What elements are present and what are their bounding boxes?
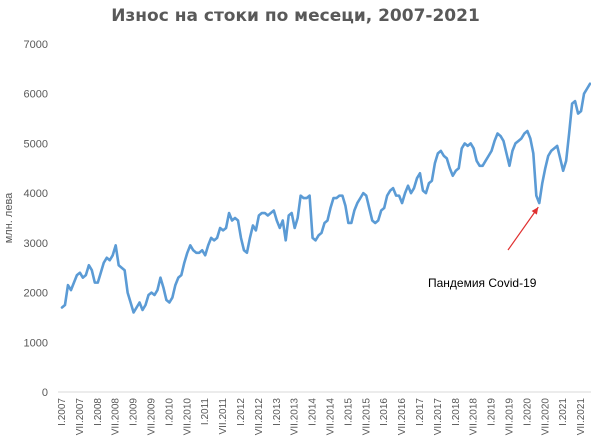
x-tick-label: VII.2010 [182, 398, 193, 436]
y-tick-label: 0 [42, 387, 48, 399]
x-tick-label: I.2014 [308, 398, 319, 426]
x-tick-label: I.2018 [451, 398, 462, 426]
annotation-arrow [507, 206, 539, 251]
x-tick-label: VII.2019 [505, 398, 516, 436]
y-axis-ticks: 0 1000 2000 3000 4000 5000 6000 7000 [24, 39, 48, 399]
y-axis-label: млн. лева [3, 192, 15, 243]
x-tick-label: I.2011 [200, 398, 211, 425]
y-tick-label: 1000 [24, 337, 48, 349]
x-tick-label: I.2008 [93, 398, 104, 426]
x-tick-label: I.2013 [272, 398, 283, 426]
x-tick-label: VII.2017 [433, 398, 444, 436]
x-tick-label: VII.2008 [111, 398, 122, 436]
chart-title: Износ на стоки по месеци, 2007-2021 [111, 6, 480, 26]
x-tick-label: VII.2011 [218, 398, 229, 435]
x-tick-label: VII.2018 [469, 398, 480, 436]
series-line [60, 82, 591, 314]
x-tick-label: VII.2014 [326, 398, 337, 436]
x-tick-label: I.2017 [415, 398, 426, 426]
x-tick-label: I.2010 [164, 398, 175, 426]
x-tick-label: I.2020 [522, 398, 533, 426]
x-tick-label: VII.2007 [75, 398, 86, 436]
x-tick-label: VII.2009 [147, 398, 158, 436]
x-tick-label: I.2009 [129, 398, 140, 426]
y-tick-label: 4000 [24, 188, 48, 200]
y-tick-label: 3000 [24, 238, 48, 250]
x-tick-label: I.2016 [379, 398, 390, 426]
x-tick-label: VII.2021 [576, 398, 587, 436]
y-tick-label: 2000 [24, 288, 48, 300]
x-tick-label: I.2021 [558, 398, 569, 426]
x-tick-label: VII.2013 [290, 398, 301, 436]
y-tick-label: 5000 [24, 138, 48, 150]
x-tick-label: I.2015 [343, 398, 354, 426]
x-tick-label: VII.2012 [254, 398, 265, 436]
annotation-text: Пандемия Covid-19 [428, 276, 537, 290]
y-tick-label: 7000 [24, 39, 48, 51]
x-tick-label: I.2019 [487, 398, 498, 426]
y-tick-label: 6000 [24, 89, 48, 101]
x-tick-label: VII.2020 [540, 398, 551, 436]
x-axis-ticks: I.2007 VII.2007 I.2008 VII.2008 I.2009 VII.20… [57, 398, 587, 436]
annotation-arrowhead [531, 207, 539, 215]
x-tick-label: I.2007 [57, 398, 68, 426]
x-tick-label: VII.2016 [397, 398, 408, 436]
x-tick-label: I.2012 [236, 398, 247, 426]
x-tick-label: VII.2015 [361, 398, 372, 436]
